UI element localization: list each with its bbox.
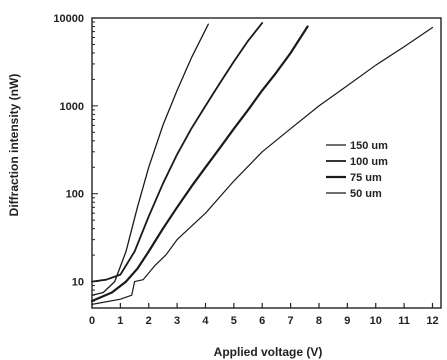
x-tick-label: 4 [202,315,209,327]
legend: 150 um 100 um 75 um 50 um [326,140,388,200]
legend-label: 100 um [350,156,388,168]
y-tick-label: 1000 [60,101,84,113]
series-line-50-um [91,26,434,305]
legend-label: 75 um [350,172,382,184]
legend-label: 150 um [350,140,388,152]
y-tick-label: 100 [66,189,84,201]
x-tick-label: 10 [370,315,382,327]
x-tick-label: 11 [398,315,410,327]
y-axis-ticks: 10 100 1000 10000 [53,13,98,309]
x-tick-label: 3 [174,315,180,327]
x-axis-ticks: 0 1 2 3 4 5 6 7 8 9 10 11 12 [89,303,439,327]
x-tick-label: 1 [117,315,123,327]
series-line-100-um [91,21,264,283]
x-tick-label: 5 [231,315,237,327]
x-tick-label: 7 [288,315,294,327]
legend-label: 50 um [350,188,382,200]
plot-area [91,17,442,309]
series-layer [90,21,434,305]
series-line-150-um [91,23,209,296]
x-tick-label: 9 [344,315,350,327]
y-axis-label: Diffraction intensity (nW) [7,74,21,217]
x-tick-label: 8 [316,315,322,327]
x-tick-label: 2 [146,315,152,327]
x-tick-label: 12 [426,315,438,327]
plot-frame [91,17,442,309]
y-tick-label: 10 [72,277,84,289]
x-tick-label: 0 [89,315,95,327]
y-tick-label: 10000 [53,13,84,25]
x-tick-label: 6 [259,315,265,327]
series-line-75-um [90,25,309,303]
x-axis-label: Applied voltage (V) [214,345,323,359]
